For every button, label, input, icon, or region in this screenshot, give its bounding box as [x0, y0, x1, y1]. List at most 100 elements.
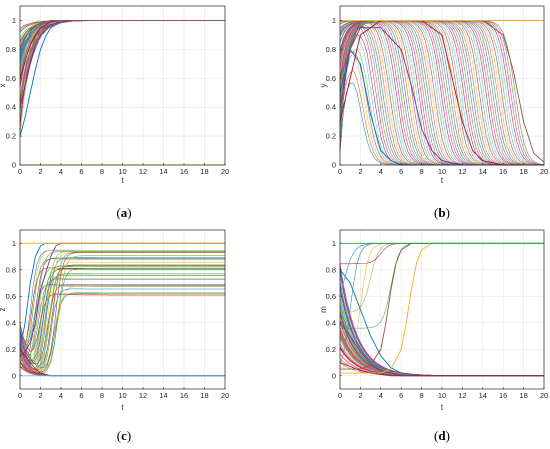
y-tick-label: 0.8	[326, 45, 336, 54]
x-tick-label: 16	[499, 391, 507, 400]
trajectory-line	[19, 292, 225, 368]
x-tick-label: 10	[438, 167, 446, 176]
y-tick-label: 0.6	[326, 74, 336, 83]
x-tick-label: 4	[59, 167, 63, 176]
x-tick-label: 16	[180, 391, 188, 400]
caption-c: (c)	[117, 428, 131, 443]
series-line	[339, 27, 544, 166]
y-axis-label: z	[0, 308, 7, 312]
panel-c: 0 2 4 6 8 10 12 14 16 18 20 0 0.2 0.4 0.6 0.8 1 t z	[0, 229, 229, 412]
trajectory-line	[19, 252, 225, 374]
y-axis-label: m	[319, 306, 328, 313]
x-tick-label: 8	[420, 167, 424, 176]
x-tick-label: 18	[200, 167, 208, 176]
y-tick-label: 1	[332, 239, 336, 248]
x-axis-label: t	[121, 403, 124, 412]
x-tick-label: 0	[338, 167, 342, 176]
x-tick-label: 6	[79, 391, 83, 400]
trajectory-line	[19, 266, 225, 360]
x-tick-label: 10	[118, 167, 126, 176]
x-tick-label: 16	[180, 167, 188, 176]
y-tick-label: 0	[12, 161, 16, 170]
x-axis-label: t	[121, 176, 124, 185]
x-tick-label: 20	[221, 391, 229, 400]
series-line	[339, 48, 544, 166]
x-tick-label: 2	[38, 391, 42, 400]
x-tick-label: 2	[358, 167, 362, 176]
series-line	[19, 20, 225, 108]
x-tick-label: 18	[519, 391, 527, 400]
x-tick-label: 2	[38, 167, 42, 176]
x-tick-label: 6	[399, 391, 403, 400]
x-tick-label: 12	[458, 167, 466, 176]
y-tick-label: 0.2	[326, 132, 336, 141]
x-tick-label: 8	[420, 391, 424, 400]
y-tick-label: 0	[12, 371, 16, 380]
trajectory-line	[19, 251, 225, 372]
y-tick-label: 0.4	[6, 103, 16, 112]
trajectory-line	[19, 284, 225, 346]
y-tick-label: 1	[12, 239, 16, 248]
x-tick-label: 14	[159, 167, 167, 176]
x-tick-label: 8	[100, 167, 104, 176]
trajectory-line	[19, 258, 225, 358]
trajectory-line	[19, 288, 225, 366]
x-tick-label: 12	[458, 391, 466, 400]
x-tick-label: 4	[379, 167, 383, 176]
x-tick-label: 20	[540, 391, 548, 400]
trajectory-line	[19, 293, 225, 368]
series-line	[339, 269, 544, 377]
x-tick-label: 4	[59, 391, 63, 400]
x-tick-label: 0	[18, 167, 22, 176]
trajectory-line	[19, 275, 225, 362]
x-tick-label: 0	[338, 391, 342, 400]
y-tick-label: 0.4	[326, 103, 336, 112]
x-tick-label: 14	[479, 167, 487, 176]
y-tick-label: 1	[12, 16, 16, 25]
panel-d: 0 2 4 6 8 10 12 14 16 18 20 0 0.2 0.4 0.6 0.8 1 t m	[319, 229, 548, 412]
caption-b: (b)	[434, 205, 450, 220]
x-tick-label: 14	[479, 391, 487, 400]
trajectory-line	[19, 264, 225, 371]
trajectory-line	[19, 257, 225, 370]
x-tick-label: 20	[221, 167, 229, 176]
x-tick-label: 2	[358, 391, 362, 400]
y-tick-label: 0.4	[326, 318, 336, 327]
trajectory-line	[19, 269, 225, 362]
x-axis-label: t	[441, 403, 444, 412]
series-line	[340, 242, 544, 374]
x-tick-label: 10	[438, 391, 446, 400]
series-line	[19, 242, 225, 357]
y-axis-label: y	[319, 84, 328, 88]
trajectory-line	[19, 265, 225, 369]
trajectory-line	[19, 284, 225, 365]
panel-a: 0 2 4 6 8 10 12 14 16 18 20 0 0.2 0.4 0.6 0.8 1 t x	[0, 5, 229, 185]
x-tick-label: 20	[540, 167, 548, 176]
y-tick-label: 0.8	[6, 45, 16, 54]
y-tick-label: 0.2	[6, 132, 16, 141]
x-tick-label: 8	[100, 391, 104, 400]
y-tick-label: 0.8	[326, 265, 336, 274]
series-line	[339, 20, 544, 166]
x-tick-label: 18	[200, 391, 208, 400]
caption-a: (a)	[116, 205, 131, 220]
x-axis-label: t	[441, 176, 444, 185]
y-tick-label: 0.8	[6, 265, 16, 274]
x-tick-label: 10	[118, 391, 126, 400]
caption-d: (d)	[434, 428, 450, 443]
trajectory-line	[19, 268, 225, 372]
x-tick-label: 12	[139, 167, 147, 176]
x-tick-label: 6	[79, 167, 83, 176]
y-tick-label: 1	[332, 16, 336, 25]
trajectory-line	[19, 257, 225, 362]
y-axis-label: x	[0, 84, 7, 88]
x-tick-label: 0	[18, 391, 22, 400]
trajectory-line	[19, 292, 225, 345]
y-tick-label: 0.6	[6, 292, 16, 301]
series-line	[340, 242, 544, 370]
x-tick-label: 16	[499, 167, 507, 176]
x-tick-label: 4	[379, 391, 383, 400]
y-tick-label: 0.2	[6, 345, 16, 354]
y-tick-label: 0	[332, 161, 336, 170]
